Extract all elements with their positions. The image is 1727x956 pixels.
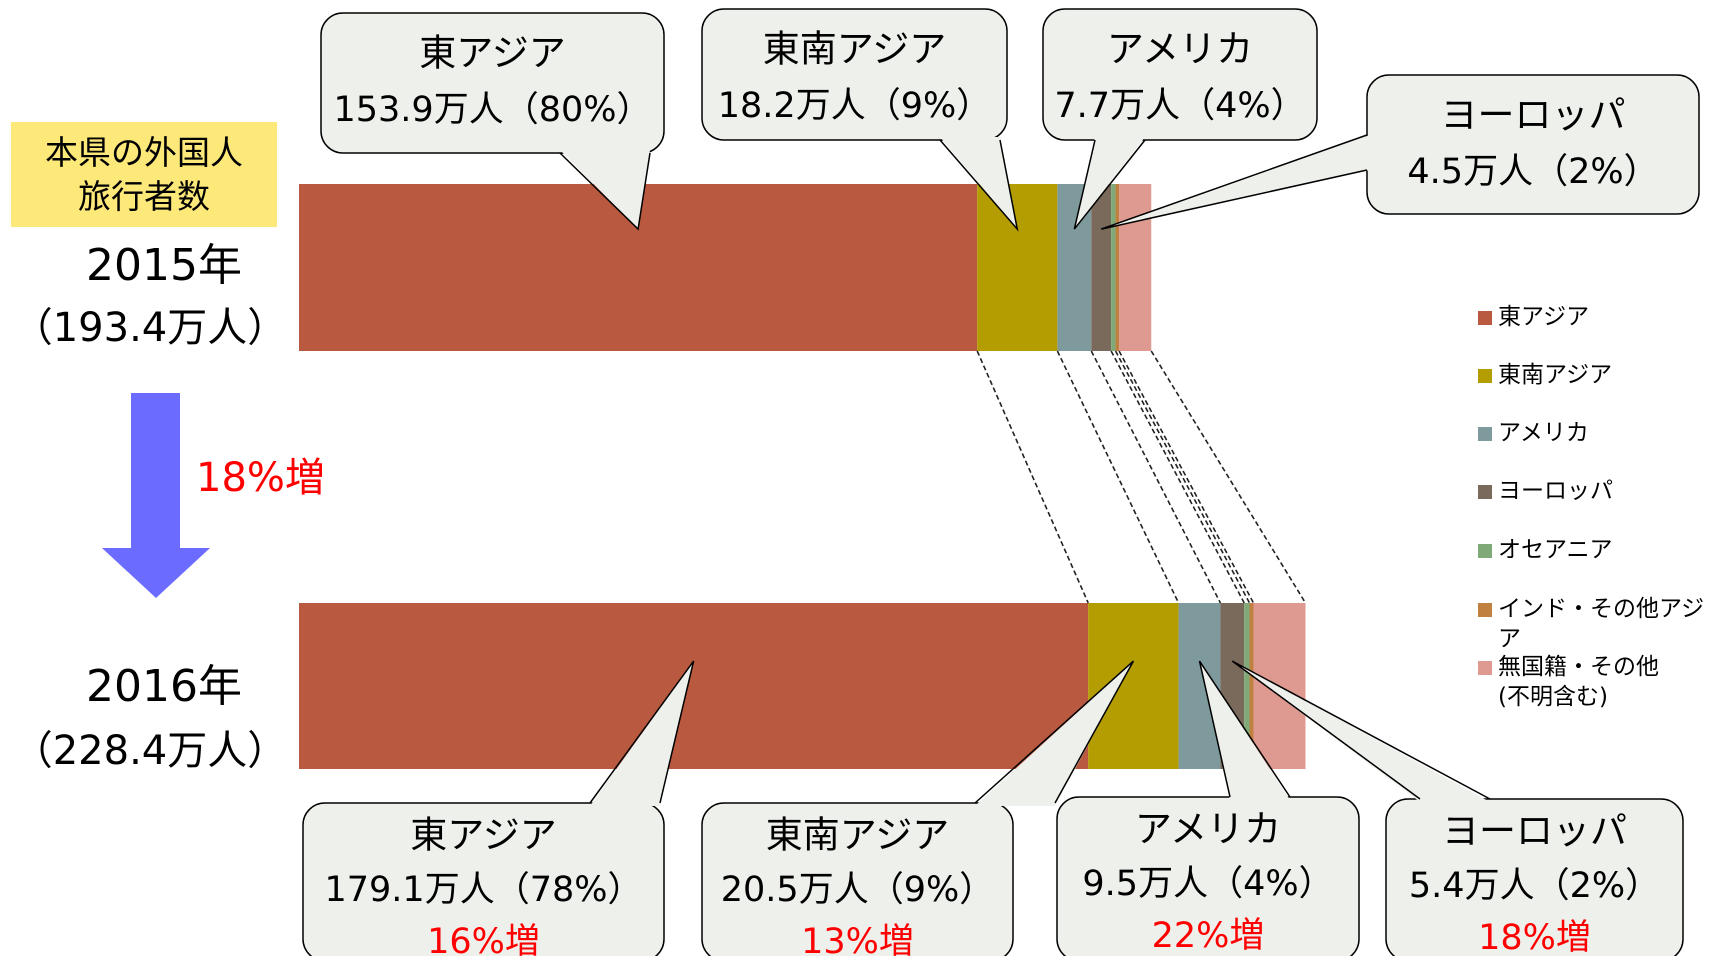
callout-tail-edge [1100,134,1368,230]
bar-segment [1119,184,1152,351]
connector-line [1110,350,1245,604]
callout-value: 7.7万人（4%） [1054,86,1305,126]
callout-title: 東南アジア [766,814,950,857]
legend-label: インド・その他アジア [1498,596,1705,652]
legend-label: ヨーロッパ [1498,478,1613,504]
legend-swatch [1478,544,1492,558]
connector-line [976,350,1089,604]
callout-tail-edge [1231,660,1491,800]
bar-segment [1115,184,1120,351]
callout-value: 179.1万人（78%） [325,870,643,910]
total-label: （193.4万人） [13,305,288,351]
bar-segment [1111,184,1116,351]
legend-label: オセアニア [1498,537,1613,563]
callout-box [302,802,665,956]
callout-value: 20.5万人（9%） [721,870,994,910]
callout-box [701,802,1014,956]
callout-title: ヨーロッパ [1442,810,1627,853]
connector-line [1056,350,1180,604]
category-label: 2015年 [86,240,242,291]
bar-segment [1088,603,1179,769]
callout-title: アメリカ [1135,808,1281,851]
callout-value: 5.4万人（2%） [1409,866,1660,906]
callout-value: 153.9万人（80%） [334,90,652,130]
callout-growth: 22%増 [1152,916,1265,956]
legend-swatch [1478,427,1492,441]
callout-title: ヨーロッパ [1441,94,1626,137]
callout-title: 東アジア [410,814,557,857]
callout-value: 9.5万人（4%） [1082,864,1333,904]
callout-value: 18.2万人（9%） [718,86,991,126]
callout-tail-edge [939,139,1019,232]
bar-segment [1244,603,1250,769]
bar-segment [977,184,1058,351]
legend-swatch [1478,485,1492,499]
legend-label: 東南アジア [1498,362,1613,388]
legend-swatch [1478,369,1492,383]
legend-swatch [1478,311,1492,325]
callout-box [1385,798,1684,956]
legend-swatch [1478,603,1492,617]
legend-swatch [1478,661,1492,675]
callout-box [1042,8,1318,141]
callout-box [320,12,665,154]
callout-growth: 13%増 [801,922,914,956]
callout-tail [975,661,1134,806]
legend-label: 無国籍・その他 (不明含む) [1498,654,1659,710]
total-label: （228.4万人） [13,728,288,774]
legend-label: 東アジア [1498,304,1590,330]
callout-title: 東南アジア [763,28,947,71]
bar-segment [1249,603,1254,769]
callout-tail-edge [1073,139,1146,230]
connector-line [1118,350,1255,604]
callout-tail-edge [1198,660,1291,798]
callout-tail-edge [589,660,695,804]
connector-line [1090,350,1222,604]
bar-segment [299,603,1089,769]
callout-title: 東アジア [419,32,566,75]
growth-arrow [102,393,210,598]
callout-tail [1232,661,1490,802]
callout-tail-edge [974,660,1135,804]
connector-line [1150,350,1307,604]
callout-tail [560,150,650,230]
heading: 本県の外国人 旅行者数 [11,122,277,227]
callout-title: アメリカ [1107,28,1253,71]
callout-box [701,8,1008,141]
callout-box [1056,796,1360,956]
callout-tail-edge [559,152,651,231]
callout-growth: 18%増 [1478,918,1591,956]
callout-tail [1074,137,1145,230]
growth-annotation: 18%増 [196,455,325,501]
category-label: 2016年 [86,661,242,712]
callout-growth: 16%増 [427,922,540,956]
callout-value: 4.5万人（2%） [1407,152,1658,192]
bar-segment [1091,184,1112,351]
legend-label: アメリカ [1498,420,1589,446]
connector-line [1114,350,1251,604]
